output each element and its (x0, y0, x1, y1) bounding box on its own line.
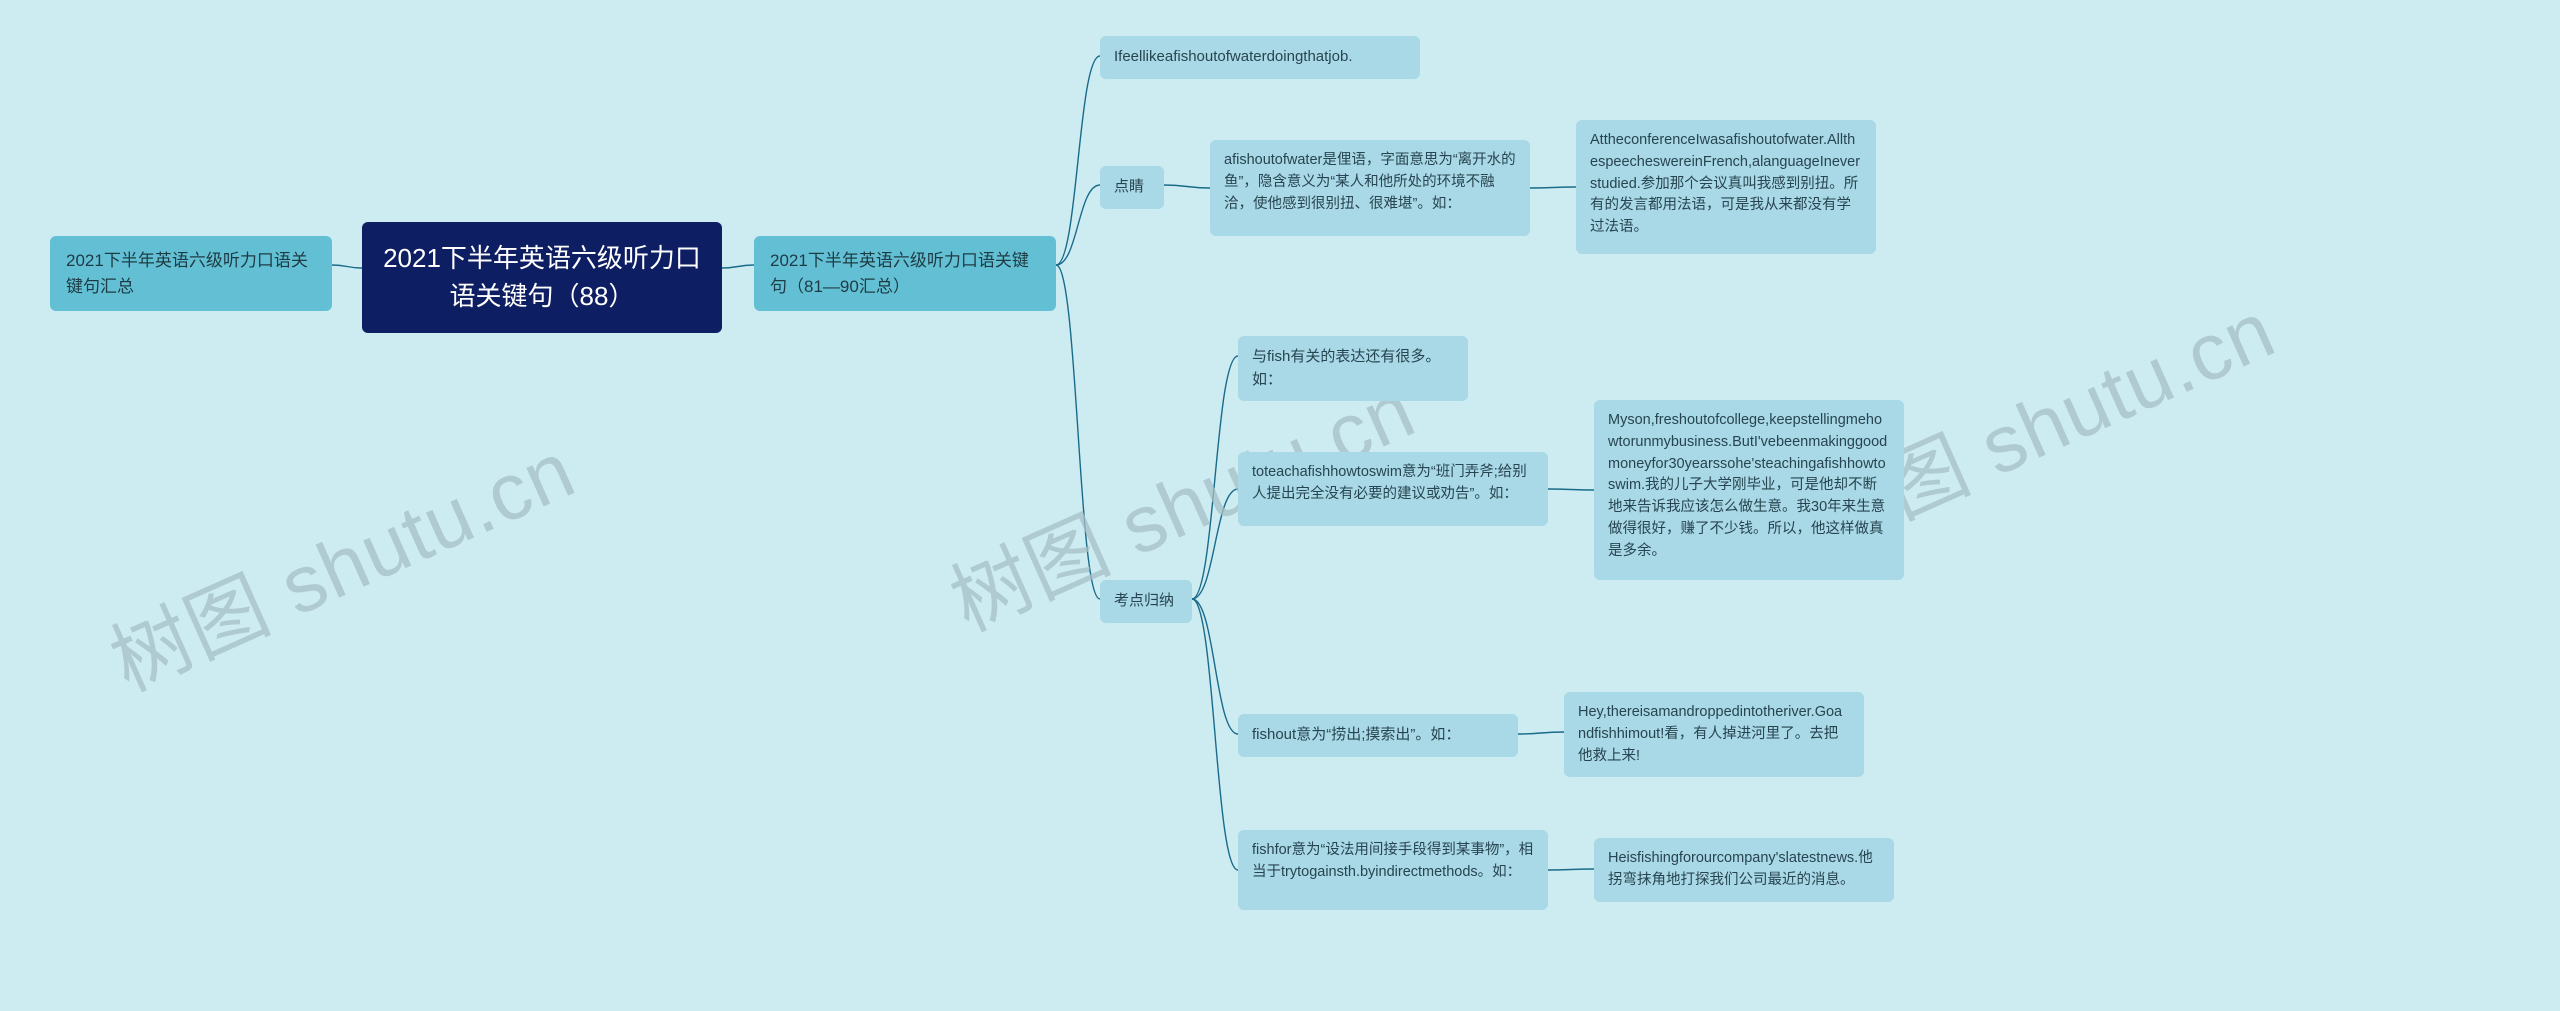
connector (1530, 187, 1576, 188)
mindmap-node-n_kd2[interactable]: toteachafishhowtoswim意为“班门弄斧;给别人提出完全没有必要… (1238, 452, 1548, 526)
connector (1056, 56, 1100, 265)
mindmap-node-n_kd[interactable]: 考点归纳 (1100, 580, 1192, 623)
connector (332, 265, 362, 268)
connector (1192, 599, 1238, 870)
mindmap-node-n_dj2[interactable]: AttheconferenceIwasafishoutofwater.Allth… (1576, 120, 1876, 254)
connector (722, 265, 754, 268)
connector (1548, 489, 1594, 490)
connector (1548, 869, 1594, 870)
connector (1056, 185, 1100, 265)
mindmap-node-root[interactable]: 2021下半年英语六级听力口语关键句（88） (362, 222, 722, 333)
connector (1164, 185, 1210, 188)
connector (1192, 489, 1238, 599)
watermark: 树图 shutu.cn (90, 406, 590, 714)
mindmap-node-n_kd3b[interactable]: Hey,thereisamandroppedintotheriver.Goand… (1564, 692, 1864, 777)
mindmap-node-right1[interactable]: 2021下半年英语六级听力口语关键句（81—90汇总） (754, 236, 1056, 311)
mindmap-node-n_kd2b[interactable]: Myson,freshoutofcollege,keepstellingmeho… (1594, 400, 1904, 580)
mindmap-canvas: 树图 shutu.cn树图 shutu.cn树图 shutu.cn2021下半年… (0, 0, 2560, 1011)
mindmap-node-n_kd3[interactable]: fishout意为“捞出;摸索出”。如： (1238, 714, 1518, 757)
connector (1192, 599, 1238, 734)
mindmap-node-left1[interactable]: 2021下半年英语六级听力口语关键句汇总 (50, 236, 332, 311)
connector (1518, 732, 1564, 734)
mindmap-node-n_kd4[interactable]: fishfor意为“设法用间接手段得到某事物”，相当于trytogainsth.… (1238, 830, 1548, 910)
mindmap-node-n_kd1[interactable]: 与fish有关的表达还有很多。如： (1238, 336, 1468, 401)
mindmap-node-n_sent[interactable]: Ifeellikeafishoutofwaterdoingthatjob. (1100, 36, 1420, 79)
mindmap-node-n_kd4b[interactable]: Heisfishingforourcompany'slatestnews.他拐弯… (1594, 838, 1894, 902)
connector (1192, 356, 1238, 599)
mindmap-node-n_dj1[interactable]: afishoutofwater是俚语，字面意思为“离开水的鱼”，隐含意义为“某人… (1210, 140, 1530, 236)
connector (1056, 265, 1100, 599)
mindmap-node-n_dj[interactable]: 点睛 (1100, 166, 1164, 209)
